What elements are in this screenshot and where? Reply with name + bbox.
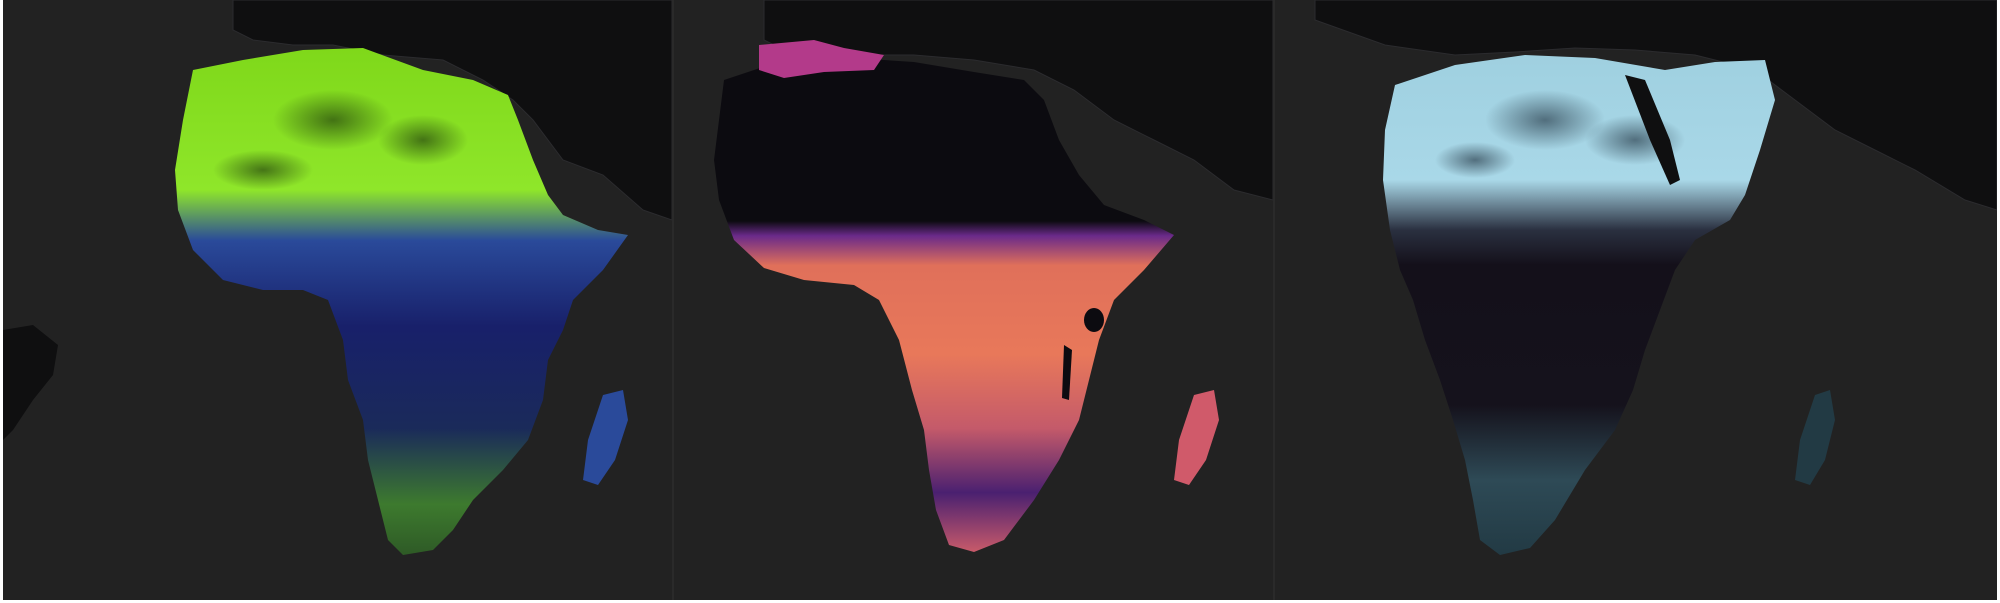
- panel-divider: [1273, 0, 1275, 600]
- madagascar: [1795, 390, 1835, 485]
- panel-divider: [672, 0, 674, 600]
- map-panel-green: [3, 0, 672, 600]
- map-panel-magma: [674, 0, 1273, 600]
- map-figure: [3, 0, 1997, 600]
- north-coastal-strip: [759, 40, 884, 78]
- madagascar: [583, 390, 628, 485]
- western-landmass: [3, 325, 58, 440]
- eurasia-landmass: [232, 0, 672, 221]
- africa-data-layer: [714, 58, 1174, 552]
- madagascar: [1174, 390, 1219, 485]
- map-panel-cyan: [1275, 0, 1997, 600]
